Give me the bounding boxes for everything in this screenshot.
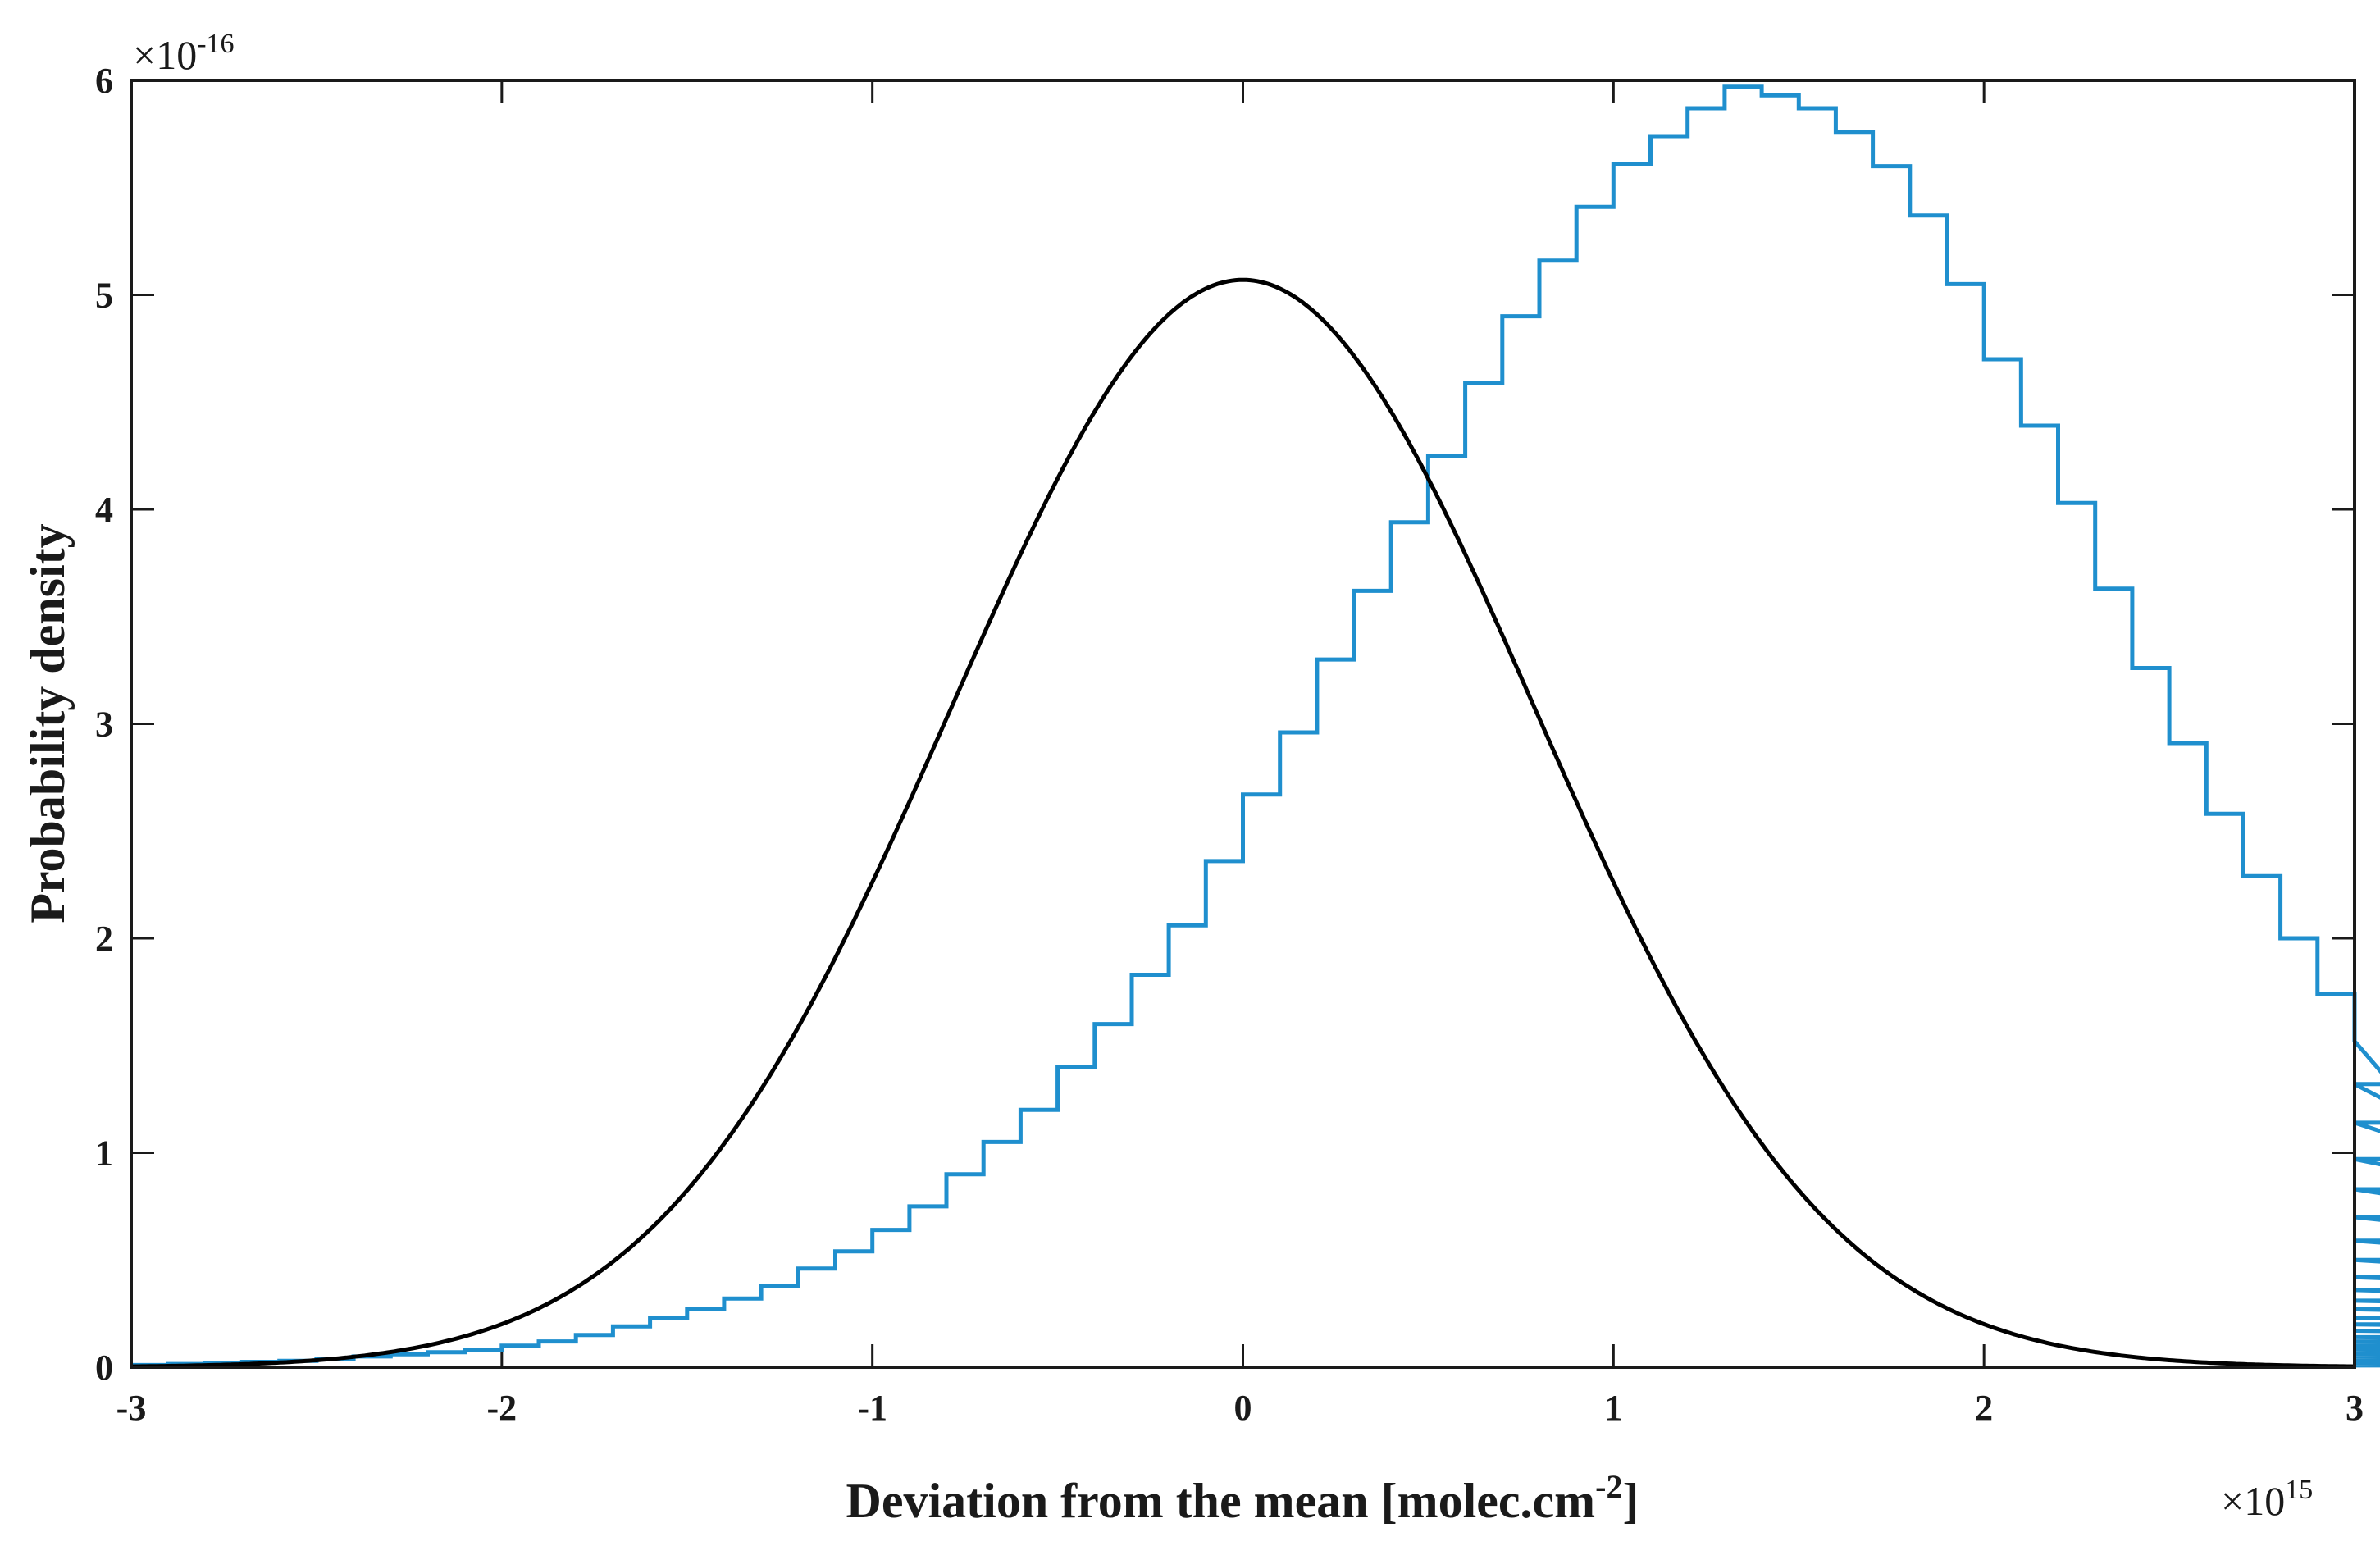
- plot-area: [131, 80, 2355, 1367]
- x-axis-label: Deviation from the mean [molec.cm-2]: [846, 1468, 1639, 1528]
- x-tick-label: 2: [1975, 1388, 1993, 1428]
- x-tick-labels: -3 -2 -1 0 1 2 3: [116, 1388, 2364, 1428]
- x-tick-label: 3: [2346, 1388, 2364, 1428]
- x-tick-label: 0: [1234, 1388, 1252, 1428]
- y-tick-label: 4: [95, 490, 113, 530]
- y-axis-label: Probability density: [21, 523, 75, 923]
- normal-fit-curve: [130, 277, 2355, 1369]
- y-tick-label: 1: [95, 1133, 113, 1174]
- x-multiplier: ×1015: [2221, 1475, 2313, 1524]
- x-tick-label: 1: [1604, 1388, 1622, 1428]
- x-tick-label: -1: [857, 1388, 887, 1428]
- y-tick-label: 5: [95, 276, 113, 316]
- y-multiplier: ×10-16: [133, 29, 235, 78]
- y-tick-labels: 0 1 2 3 4 5 6: [95, 61, 113, 1388]
- y-tick-label: 2: [95, 919, 113, 959]
- plot-frame: [130, 79, 2356, 1369]
- y-tick-label: 3: [95, 705, 113, 745]
- x-tick-label: -3: [116, 1388, 147, 1428]
- x-tick-label: -2: [487, 1388, 517, 1428]
- histogram-series: [131, 84, 2380, 1368]
- y-tick-label: 0: [95, 1348, 113, 1388]
- y-tick-label: 6: [95, 61, 113, 101]
